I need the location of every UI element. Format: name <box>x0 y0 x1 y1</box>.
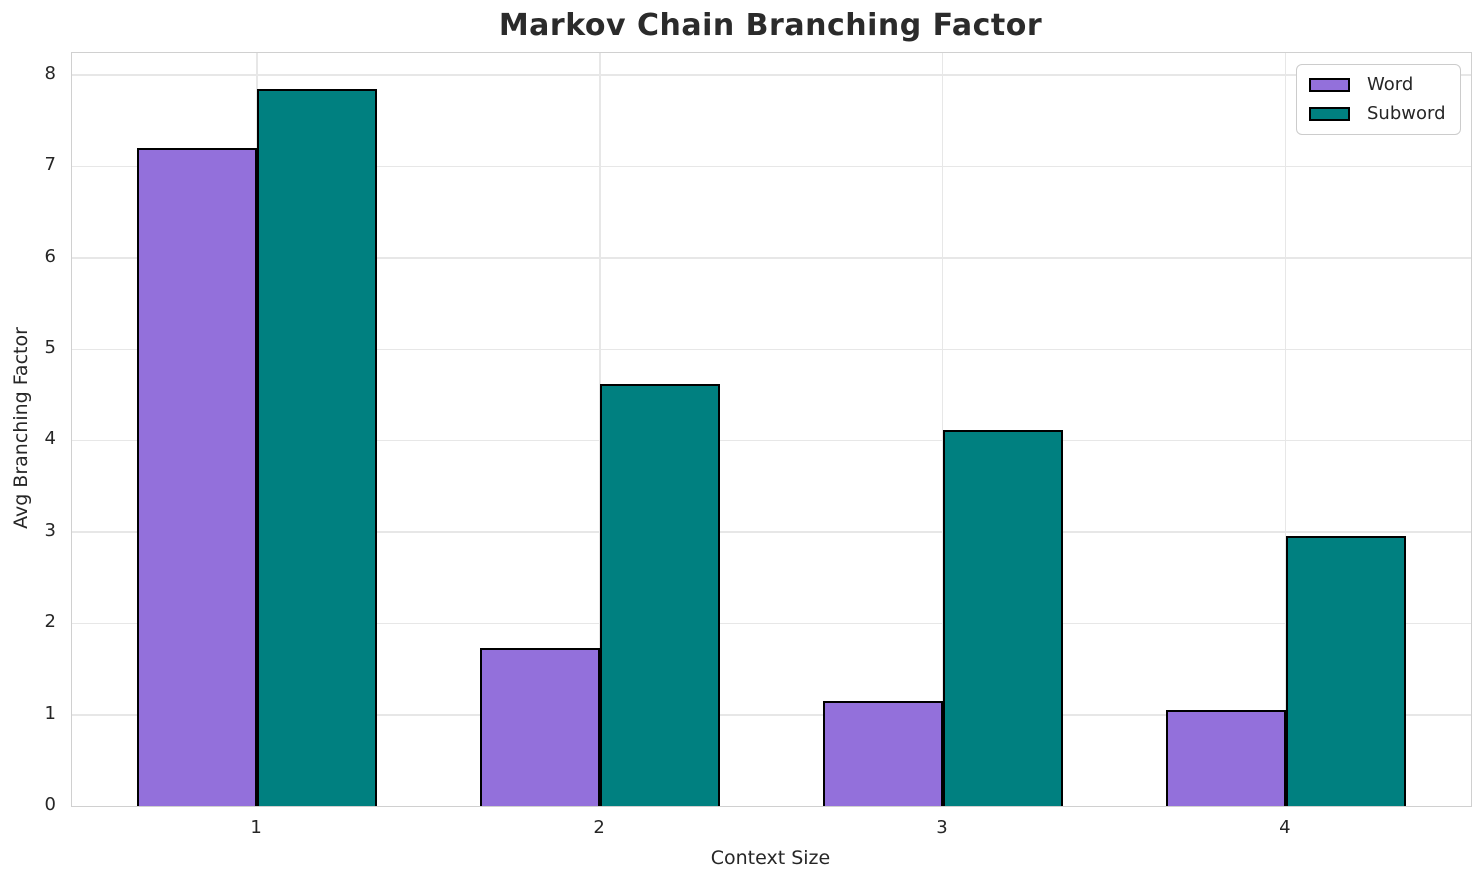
gridline-y-1 <box>72 714 1471 716</box>
y-axis-label: Avg Branching Factor <box>10 327 32 529</box>
y-tick-label-7: 7 <box>44 154 56 176</box>
y-axis-tick-labels: 0 1 2 3 4 5 6 7 8 <box>0 52 56 815</box>
y-tick-label-5: 5 <box>44 337 56 359</box>
x-axis-tick-labels: 1 2 3 4 <box>71 816 1470 840</box>
bar-word-2 <box>480 647 601 806</box>
bar-subword-2 <box>600 383 721 806</box>
legend-label-subword: Subword <box>1367 103 1446 124</box>
y-tick-label-6: 6 <box>44 245 56 267</box>
x-tick-label-4: 4 <box>1279 817 1291 838</box>
y-tick-label-1: 1 <box>44 702 56 724</box>
gridline-y-3 <box>72 531 1471 533</box>
bars-layer <box>72 53 1471 806</box>
legend-label-word: Word <box>1367 74 1414 95</box>
y-tick-label-0: 0 <box>44 794 56 815</box>
gridline-y-2 <box>72 622 1471 625</box>
legend-item-word: Word <box>1309 75 1448 95</box>
bar-subword-3 <box>942 429 1063 806</box>
gridline-y-4 <box>72 439 1471 442</box>
bar-word-1 <box>137 148 258 806</box>
y-tick-label-3: 3 <box>44 519 56 541</box>
chart-title: Markov Chain Branching Factor <box>498 8 1043 43</box>
y-tick-label-8: 8 <box>44 62 56 84</box>
gridline-x-2 <box>599 53 601 806</box>
bar-word-4 <box>1165 710 1286 806</box>
grid-layer <box>72 53 1471 806</box>
x-tick-label-3: 3 <box>936 817 948 838</box>
x-axis-label: Context Size <box>710 847 831 869</box>
legend-item-subword: Subword <box>1309 104 1448 124</box>
gridline-y-6 <box>72 257 1471 259</box>
x-tick-label-2: 2 <box>593 817 605 838</box>
gridline-x-4 <box>1284 53 1287 806</box>
y-tick-label-2: 2 <box>44 611 56 633</box>
bar-subword-1 <box>257 88 378 806</box>
y-tick-label-4: 4 <box>44 428 56 450</box>
gridline-y-7 <box>72 165 1471 168</box>
bar-subword-4 <box>1285 536 1406 806</box>
plot-area: Word Subword <box>71 52 1472 807</box>
bar-word-3 <box>822 700 943 806</box>
legend: Word Subword <box>1296 64 1461 135</box>
gridline-x-3 <box>941 53 944 806</box>
gridline-y-8 <box>72 74 1471 76</box>
x-tick-label-1: 1 <box>250 817 262 838</box>
word-swatch-icon <box>1309 78 1350 92</box>
gridline-y-5 <box>72 348 1471 351</box>
subword-swatch-icon <box>1309 107 1350 121</box>
